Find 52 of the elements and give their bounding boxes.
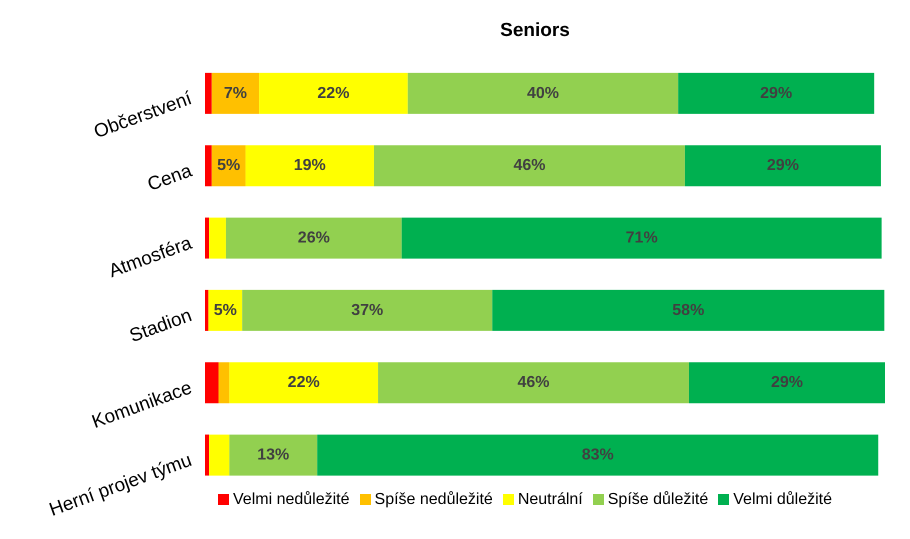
- bar: [374, 145, 685, 186]
- data-label: 7%: [224, 84, 247, 102]
- bar: [205, 218, 210, 259]
- legend-label: Velmi důležité: [733, 491, 832, 508]
- legend-label: Velmi nedůležité: [233, 491, 350, 508]
- y-tick-label: Herní projev týmu: [46, 450, 195, 521]
- bar: [246, 145, 374, 186]
- legend-label: Spíše nedůležité: [374, 491, 493, 508]
- data-label: 22%: [288, 374, 320, 392]
- data-label: 19%: [294, 157, 326, 174]
- bar: [212, 72, 260, 114]
- data-label: 40%: [526, 84, 559, 102]
- bar: [226, 218, 402, 259]
- bar: [402, 218, 882, 259]
- y-tick-label: Stadion: [126, 305, 195, 347]
- bar: [492, 290, 884, 331]
- data-label: 5%: [217, 157, 240, 174]
- data-label: 71%: [626, 230, 658, 247]
- bar: [205, 290, 208, 331]
- data-label: 29%: [770, 374, 804, 392]
- bar: [229, 362, 378, 404]
- bar: [317, 434, 878, 476]
- bar: [229, 434, 318, 476]
- data-label: 46%: [513, 157, 546, 174]
- data-label: 22%: [317, 84, 350, 102]
- data-label: 58%: [672, 302, 704, 319]
- bar: [209, 218, 226, 259]
- legend-label: Spíše důležité: [608, 491, 708, 508]
- data-label: 29%: [760, 84, 792, 102]
- bar: [209, 434, 230, 476]
- bar: [678, 72, 874, 114]
- bar: [205, 434, 210, 476]
- legend-label: Neutrální: [518, 491, 583, 508]
- bar: [408, 72, 678, 114]
- bar: [378, 362, 689, 404]
- chart-title: Seniors: [499, 20, 571, 41]
- data-label: 46%: [517, 374, 550, 392]
- data-label: 13%: [257, 446, 290, 464]
- data-label: 37%: [351, 302, 384, 319]
- bar: [242, 290, 492, 331]
- bar: [205, 72, 212, 114]
- bar: [684, 145, 881, 186]
- data-label: 83%: [582, 446, 614, 464]
- data-label: 5%: [214, 302, 237, 319]
- data-label: 26%: [298, 230, 330, 247]
- bar: [688, 362, 885, 404]
- data-label: 29%: [766, 157, 799, 174]
- y-tick-label: Cena: [144, 160, 196, 196]
- bar: [259, 72, 408, 114]
- bar: [205, 145, 212, 186]
- bar: [205, 362, 219, 404]
- bar: [218, 362, 230, 404]
